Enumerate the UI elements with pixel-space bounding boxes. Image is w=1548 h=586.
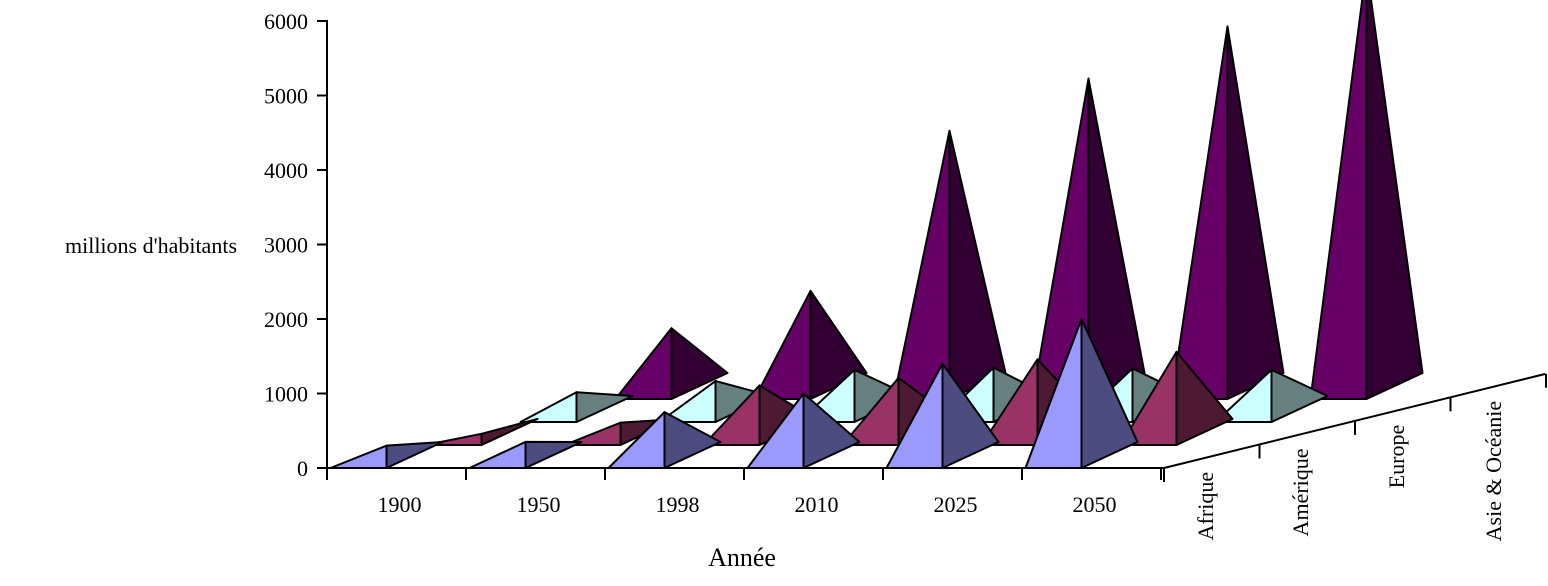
pyramid-asie-oc-anie-1900-side [670,327,729,400]
pyramid-asie-oc-anie-2025-front [1170,25,1229,400]
pyramid-afrique-2010-side [802,392,861,469]
x-tick-label: 1900 [378,492,422,517]
pyramid-europe-1900-side [575,391,634,423]
pyramids-layer [329,0,1424,469]
pyramid-europe-2050-side [1270,368,1329,423]
pyramid-am-rique-1900-side [480,418,539,446]
pyramid-afrique-2025-side [941,362,1000,469]
x-tick-label: 1998 [656,492,700,517]
pyramid-afrique-1998-side [663,411,722,469]
pyramid-am-rique-2050-side [1175,350,1234,446]
y-tick-label: 1000 [264,382,308,407]
pyramid-afrique-1900-side [385,441,444,469]
y-tick-label: 3000 [264,233,308,258]
depth-tick-label: Asie & Océanie [1481,401,1506,542]
pyramid-asie-oc-anie-1950-front [753,289,812,400]
pyramid-asie-oc-anie-1998-side [948,129,1007,400]
y-tick-label: 4000 [264,158,308,183]
x-tick-label: 2010 [795,492,839,517]
pyramid-afrique-1950-side [524,440,583,469]
pyramid-asie-oc-anie-2025-side [1226,25,1285,400]
y-tick-label: 0 [297,456,308,481]
x-tick-label: 2050 [1073,492,1117,517]
pyramid-afrique-2050-side [1080,318,1139,469]
x-tick-label: 2025 [934,492,978,517]
pyramid-afrique-1900-front [329,444,388,469]
x-axis-title: Année [708,543,776,572]
y-axis-title: millions d'habitants [65,233,237,258]
depth-tick-label: Europe [1384,425,1409,489]
pyramid-asie-oc-anie-2050-front [1309,0,1368,400]
y-tick-label: 6000 [264,9,308,34]
pyramid-asie-oc-anie-1900-front [614,327,673,400]
y-tick-label: 2000 [264,307,308,332]
depth-tick-label: Amérique [1288,448,1313,536]
y-tick-label: 5000 [264,84,308,109]
axes-layer: 0 1000 2000 3000 4000 5000 6000 1900 1950 1998 201… [264,9,1547,542]
pyramid-asie-oc-anie-2050-side [1365,0,1424,400]
pyramid-asie-oc-anie-1998-front [892,129,951,400]
x-tick-label: 1950 [517,492,561,517]
pyramid-europe-1900-front [519,391,578,423]
depth-tick-label: Afrique [1193,472,1218,540]
